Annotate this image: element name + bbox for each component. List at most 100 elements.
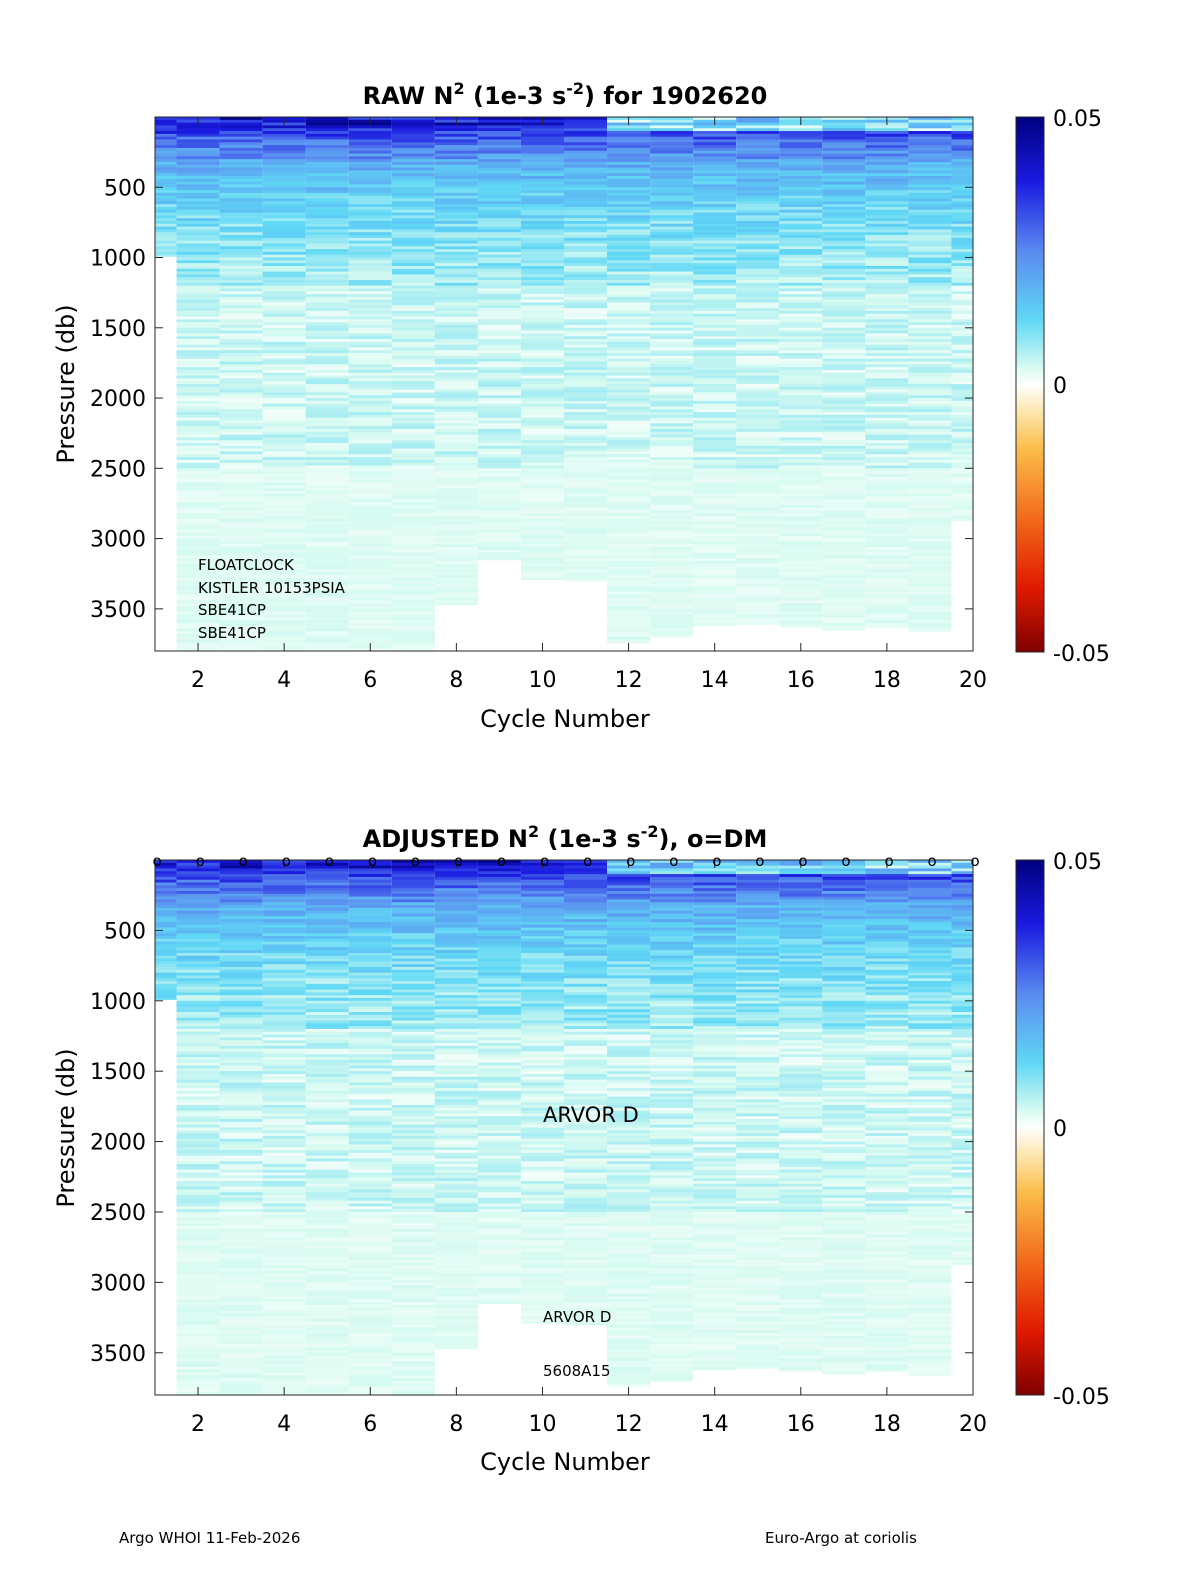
heatmap-cell [865, 268, 909, 273]
heatmap-cell [219, 648, 263, 652]
heatmap-cell [219, 1358, 263, 1362]
heatmap-cell [434, 919, 478, 923]
heatmap-cell [650, 263, 694, 267]
heatmap-cell [607, 594, 651, 599]
heatmap-cell [176, 1040, 220, 1044]
heatmap-cell [434, 961, 478, 965]
heatmap-cell [951, 184, 973, 188]
heatmap-cell [391, 223, 435, 228]
heatmap-cell [908, 403, 952, 408]
heatmap-cell [779, 353, 823, 357]
heatmap-cell [693, 580, 737, 585]
heatmap-cell [865, 589, 909, 593]
heatmap-cell [822, 198, 866, 202]
heatmap-cell [865, 282, 909, 287]
heatmap-cell [348, 280, 392, 284]
heatmap-cell [391, 246, 435, 250]
heatmap-cell [650, 603, 694, 607]
heatmap-cell [736, 131, 780, 135]
heatmap-cell [391, 535, 435, 540]
heatmap-cell [391, 910, 435, 915]
heatmap-cell [564, 378, 608, 382]
heatmap-cell [262, 510, 306, 514]
heatmap-cell [305, 1217, 349, 1222]
heatmap-cell [693, 434, 737, 438]
heatmap-cell [348, 403, 392, 408]
heatmap-cell [693, 322, 737, 326]
heatmap-cell [391, 510, 435, 514]
heatmap-cell [305, 445, 349, 450]
heatmap-cell [434, 353, 478, 357]
heatmap-cell [477, 964, 521, 968]
heatmap-cell [348, 1245, 392, 1250]
heatmap-cell [736, 288, 780, 292]
heatmap-cell [348, 1048, 392, 1053]
heatmap-cell [434, 440, 478, 444]
heatmap-cell [155, 243, 177, 247]
heatmap-cell [155, 958, 177, 962]
heatmap-cell [391, 1262, 435, 1267]
heatmap-cell [348, 246, 392, 250]
heatmap-cell [219, 299, 263, 304]
heatmap-cell [262, 538, 306, 542]
heatmap-cell [908, 544, 952, 548]
heatmap-cell [434, 367, 478, 371]
heatmap-cell [434, 947, 478, 951]
raw-axes-box [154, 116, 974, 652]
heatmap-cell [155, 235, 177, 239]
heatmap-cell [865, 386, 909, 391]
heatmap-cell [348, 437, 392, 441]
heatmap-cell [477, 170, 521, 174]
heatmap-cell [391, 406, 435, 410]
heatmap-cell [305, 1259, 349, 1264]
heatmap-cell [262, 364, 306, 368]
heatmap-cell [693, 606, 737, 610]
heatmap-cell [908, 358, 952, 363]
heatmap-cell [865, 372, 909, 377]
x-tick-label: 20 [959, 668, 987, 693]
heatmap-cell [822, 243, 866, 247]
heatmap-cell [477, 156, 521, 160]
heatmap-cell [520, 369, 564, 374]
heatmap-cell [736, 271, 780, 275]
heatmap-cell [693, 375, 737, 379]
heatmap-cell [564, 487, 608, 492]
heatmap-cell [176, 1121, 220, 1126]
heatmap-cell [693, 527, 737, 531]
heatmap-cell [650, 625, 694, 630]
heatmap-cell [155, 159, 177, 163]
heatmap-cell [176, 921, 220, 926]
heatmap-cell [348, 142, 392, 146]
heatmap-cell [477, 893, 521, 898]
heatmap-cell [434, 516, 478, 520]
heatmap-cell [564, 220, 608, 225]
heatmap-cell [391, 952, 435, 957]
heatmap-cell [779, 417, 823, 422]
heatmap-cell [391, 1003, 435, 1008]
heatmap-cell [477, 440, 521, 444]
heatmap-cell [736, 159, 780, 163]
heatmap-cell [477, 260, 521, 264]
heatmap-cell [650, 218, 694, 222]
heatmap-cell [348, 611, 392, 616]
heatmap-cell [348, 1138, 392, 1143]
heatmap-cell [434, 451, 478, 455]
heatmap-cell [520, 549, 564, 554]
heatmap-cell [391, 434, 435, 438]
heatmap-cell [391, 476, 435, 481]
heatmap-cell [477, 538, 521, 542]
heatmap-cell [434, 313, 478, 318]
heatmap-cell [865, 220, 909, 225]
heatmap-cell [477, 876, 521, 881]
heatmap-cell [822, 479, 866, 483]
heatmap-cell [262, 1262, 306, 1267]
heatmap-cell [434, 195, 478, 200]
heatmap-cell [865, 336, 909, 340]
heatmap-cell [305, 1088, 349, 1092]
heatmap-cell [391, 919, 435, 923]
heatmap-cell [262, 192, 306, 197]
heatmap-cell [477, 1034, 521, 1038]
heatmap-cell [305, 936, 349, 940]
heatmap-cell [520, 268, 564, 273]
heatmap-cell [262, 625, 306, 630]
